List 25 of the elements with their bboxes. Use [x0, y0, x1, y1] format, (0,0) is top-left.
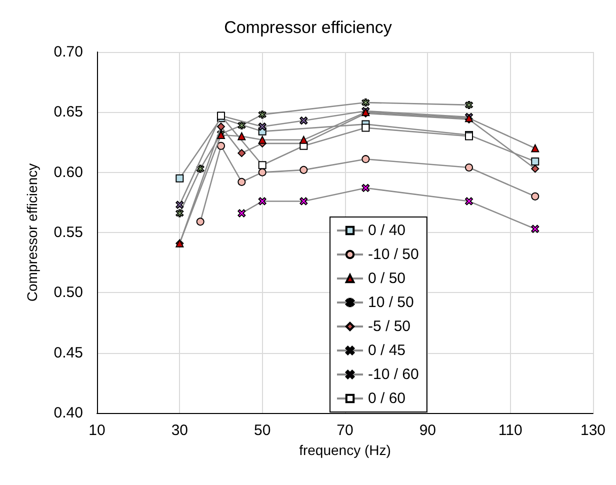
y-tick-label: 0.40	[54, 404, 83, 422]
legend-label: 0 / 45	[368, 342, 406, 359]
x-tick-label: 70	[336, 422, 354, 439]
y-tick-label: 0.45	[54, 344, 83, 362]
legend-label: -10 / 50	[368, 246, 419, 263]
legend-label: 0 / 40	[368, 222, 406, 239]
x-tick-label: 10	[88, 422, 106, 439]
y-tick-label: 0.65	[54, 104, 83, 121]
y-tick-label: 0.70	[54, 44, 83, 60]
legend-label: -5 / 50	[368, 318, 411, 335]
x-tick-label: 90	[419, 422, 436, 439]
y-tick-label: 0.60	[54, 164, 83, 181]
x-tick-label: 130	[580, 422, 606, 439]
chart-title: Compressor efficiency	[224, 18, 392, 37]
y-tick-label: 0.50	[54, 284, 83, 302]
x-tick-label: 110	[498, 422, 522, 439]
y-tick-label: 0.55	[54, 224, 83, 241]
legend-label: 0 / 50	[368, 270, 406, 287]
legend-label: -10 / 60	[368, 366, 419, 383]
x-tick-label: 50	[254, 422, 271, 439]
y-axis-title: Compressor efficiency	[24, 163, 40, 302]
x-tick-label: 30	[171, 422, 188, 439]
x-axis-title: frequency (Hz)	[299, 442, 391, 458]
legend-label: 0 / 60	[368, 390, 406, 407]
legend-label: 10 / 50	[368, 294, 414, 311]
